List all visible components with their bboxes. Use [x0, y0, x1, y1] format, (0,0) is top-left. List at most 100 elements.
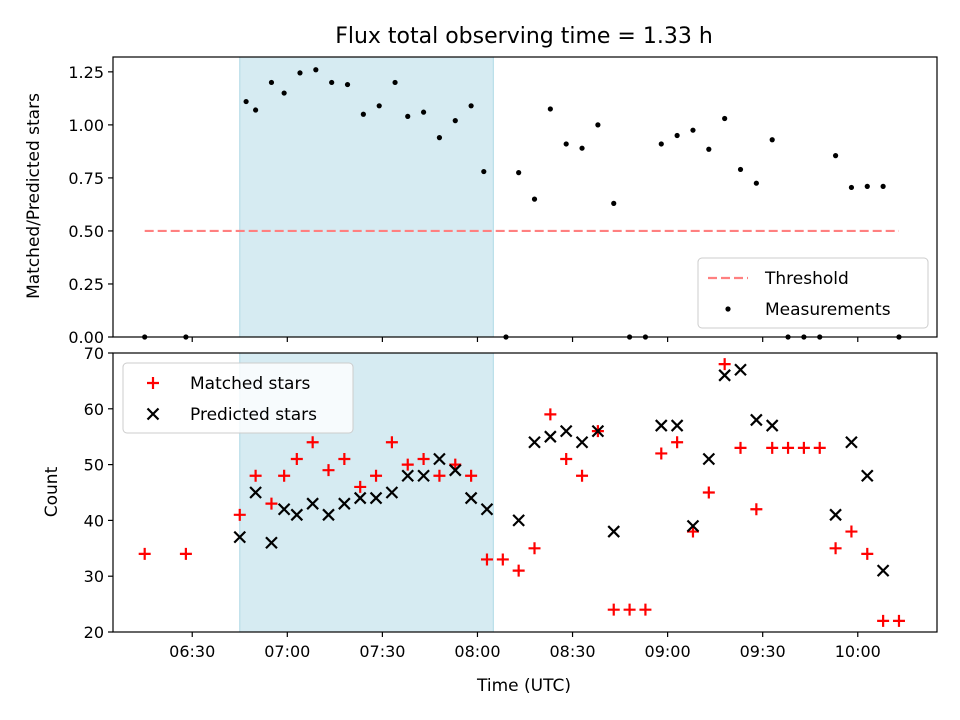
data-point: [464, 491, 478, 505]
data-point: [233, 508, 246, 521]
chart-title: Flux total observing time = 1.33 h: [335, 24, 713, 49]
bottom-y-axis-label: Count: [42, 466, 62, 517]
data-point: [576, 469, 589, 482]
x-tick-label: 07:00: [264, 642, 310, 661]
series-predicted-stars: [233, 363, 890, 577]
data-point: [544, 408, 557, 421]
data-point: [877, 614, 890, 627]
data-point: [860, 469, 874, 483]
data-point: [722, 115, 728, 122]
data-point: [265, 536, 278, 549]
y-tick-label: 0.00: [68, 328, 104, 347]
y-tick-label: 20: [84, 623, 104, 642]
data-point: [516, 170, 522, 176]
y-tick-label: 0.75: [68, 169, 104, 188]
data-point: [297, 70, 303, 76]
y-tick-label: 30: [84, 567, 104, 586]
data-point: [848, 184, 855, 191]
data-point: [290, 453, 303, 466]
data-point: [306, 436, 319, 449]
data-point: [734, 363, 747, 377]
legend-dot-icon: [725, 306, 731, 312]
data-point: [845, 525, 858, 538]
legend: Matched stars Predicted stars: [122, 362, 354, 434]
y-tick-label: 40: [84, 511, 104, 530]
data-point: [607, 603, 620, 616]
data-point: [420, 109, 427, 115]
data-point: [750, 503, 763, 516]
data-point: [595, 122, 601, 128]
data-point: [547, 106, 553, 112]
data-point: [690, 127, 696, 133]
data-point: [329, 79, 335, 86]
data-point: [401, 469, 415, 483]
data-point: [322, 464, 335, 477]
data-point: [607, 525, 621, 538]
data-point: [306, 497, 319, 510]
data-point: [243, 98, 249, 105]
data-point: [765, 419, 779, 432]
data-point: [277, 502, 291, 516]
data-point: [813, 441, 826, 454]
data-point: [864, 183, 870, 189]
data-point: [290, 508, 304, 522]
data-point: [278, 469, 291, 482]
y-tick-label: 0.25: [68, 275, 104, 294]
data-point: [338, 497, 351, 510]
data-point: [369, 491, 383, 505]
data-point: [670, 419, 684, 432]
x-axis-label: Time (UTC): [476, 676, 571, 696]
y-tick-label: 1.25: [68, 63, 104, 82]
x-tick-label: 08:30: [549, 642, 595, 661]
data-point: [417, 469, 430, 483]
data-point: [436, 135, 443, 141]
data-point: [892, 614, 905, 627]
legend-label: Measurements: [765, 300, 891, 320]
data-point: [480, 502, 494, 516]
data-point: [448, 463, 462, 477]
x-tick-label: 06:30: [169, 642, 215, 661]
legend-box: [697, 257, 929, 329]
x-tick-label: 07:30: [359, 642, 405, 661]
data-point: [528, 436, 541, 449]
data-point: [249, 486, 262, 499]
x-tick-label: 08:00: [454, 642, 500, 661]
data-point: [531, 196, 538, 202]
data-point: [718, 358, 731, 371]
data-point: [360, 111, 366, 117]
data-point: [575, 436, 589, 449]
data-point: [480, 553, 493, 566]
data-point: [405, 113, 411, 119]
data-point: [797, 441, 810, 454]
data-point: [654, 419, 668, 432]
data-point: [674, 132, 680, 139]
data-point: [591, 424, 605, 438]
data-point: [579, 145, 585, 151]
data-point: [769, 137, 775, 143]
data-point: [658, 141, 664, 147]
x-tick-label: 09:30: [740, 642, 786, 661]
data-point: [385, 486, 399, 499]
x-tick-label: 09:00: [645, 642, 691, 661]
data-point: [623, 603, 636, 616]
data-point: [686, 519, 700, 533]
data-point: [702, 486, 715, 499]
data-point: [344, 81, 351, 88]
legend-box: [122, 362, 354, 434]
data-point: [766, 441, 779, 454]
data-point: [468, 103, 474, 109]
axes-frame: [112, 56, 938, 338]
data-point: [313, 67, 319, 73]
data-point: [832, 153, 839, 159]
data-point: [750, 413, 763, 427]
bottom-panel: 20 30 40 50 60 70 06:30 07:00 07:30 08:00 08:30 09:…: [84, 344, 938, 661]
legend-x-icon: [146, 407, 160, 421]
data-point: [322, 508, 335, 522]
data-point: [706, 146, 712, 152]
y-tick-label: 0.50: [68, 222, 104, 241]
data-point: [559, 424, 573, 438]
data-point: [353, 491, 367, 505]
legend-plus-icon: [147, 377, 159, 389]
data-point: [611, 200, 617, 206]
